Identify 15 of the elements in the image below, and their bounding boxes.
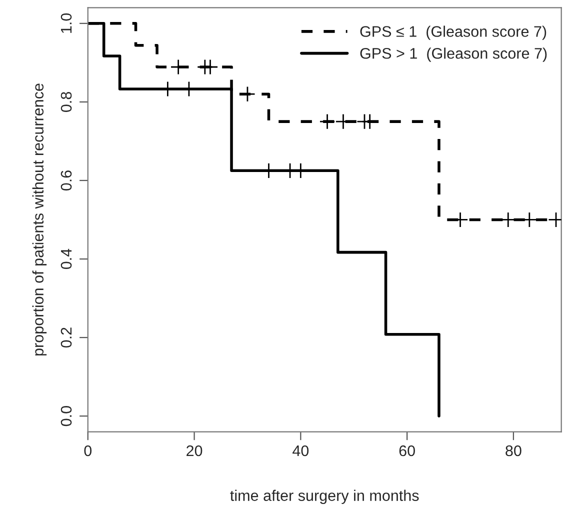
legend-label: GPS > 1 (Gleason score 7) — [360, 48, 547, 62]
x-tick-label: 20 — [186, 445, 202, 456]
legend-label: GPS ≤ 1 (Gleason score 7) — [360, 26, 546, 40]
y-tick-label: 0.6 — [60, 170, 72, 190]
x-axis-title: time after surgery in months — [230, 490, 419, 504]
y-tick-label: 0.0 — [60, 406, 72, 426]
x-tick-label: 60 — [399, 445, 415, 456]
y-tick-label: 0.2 — [60, 328, 72, 348]
x-tick-label: 0 — [84, 445, 92, 456]
x-tick-label: 80 — [506, 445, 522, 456]
y-tick-label: 0.8 — [60, 92, 72, 112]
y-tick-label: 1.0 — [60, 13, 72, 33]
y-tick-label: 0.4 — [60, 248, 72, 270]
y-axis-title: proportion of patients without recurrence — [32, 84, 47, 356]
x-tick-label: 40 — [292, 445, 309, 456]
